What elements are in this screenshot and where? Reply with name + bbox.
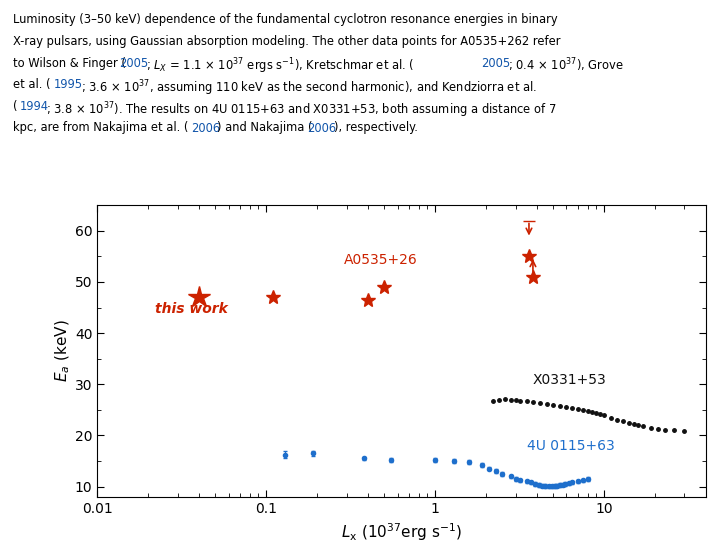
Text: X0331+53: X0331+53: [533, 373, 607, 387]
Y-axis label: $E_{a}$ (keV): $E_{a}$ (keV): [53, 320, 72, 382]
Text: et al. (: et al. (: [13, 78, 50, 91]
Text: ; 3.8 × 10$^{37}$). The results on 4U 0115+63 and X0331+53, both assuming a dist: ; 3.8 × 10$^{37}$). The results on 4U 01…: [46, 100, 557, 119]
Text: X-ray pulsars, using Gaussian absorption modeling. The other data points for A05: X-ray pulsars, using Gaussian absorption…: [13, 35, 560, 48]
Text: to Wilson & Finger (: to Wilson & Finger (: [13, 57, 126, 70]
Text: this work: this work: [155, 302, 228, 316]
Text: ; $L_{X}$ = 1.1 × 10$^{37}$ ergs s$^{-1}$), Kretschmar et al. (: ; $L_{X}$ = 1.1 × 10$^{37}$ ergs s$^{-1}…: [146, 57, 415, 76]
Text: 4U 0115+63: 4U 0115+63: [527, 438, 615, 453]
Text: Luminosity (3–50 keV) dependence of the fundamental cyclotron resonance energies: Luminosity (3–50 keV) dependence of the …: [13, 14, 557, 26]
Text: 2005: 2005: [120, 57, 149, 70]
Text: (: (: [13, 100, 17, 113]
Text: 1995: 1995: [54, 78, 83, 91]
X-axis label: $L_{\rm x}\ (10^{37}{\rm erg\ s}^{-1})$: $L_{\rm x}\ (10^{37}{\rm erg\ s}^{-1})$: [341, 521, 462, 540]
Text: ), respectively.: ), respectively.: [334, 122, 418, 134]
Text: ) and Nakajima (: ) and Nakajima (: [217, 122, 313, 134]
Text: 2006: 2006: [191, 122, 220, 134]
Text: 1994: 1994: [19, 100, 48, 113]
Text: A0535+26: A0535+26: [344, 253, 418, 267]
Text: 2006: 2006: [307, 122, 336, 134]
Text: ; 3.6 × 10$^{37}$, assuming 110 keV as the second harmonic), and Kendziorra et a: ; 3.6 × 10$^{37}$, assuming 110 keV as t…: [81, 78, 536, 98]
Text: ; 0.4 × 10$^{37}$), Grove: ; 0.4 × 10$^{37}$), Grove: [508, 57, 624, 75]
Text: 2005: 2005: [481, 57, 510, 70]
Text: kpc, are from Nakajima et al. (: kpc, are from Nakajima et al. (: [13, 122, 189, 134]
